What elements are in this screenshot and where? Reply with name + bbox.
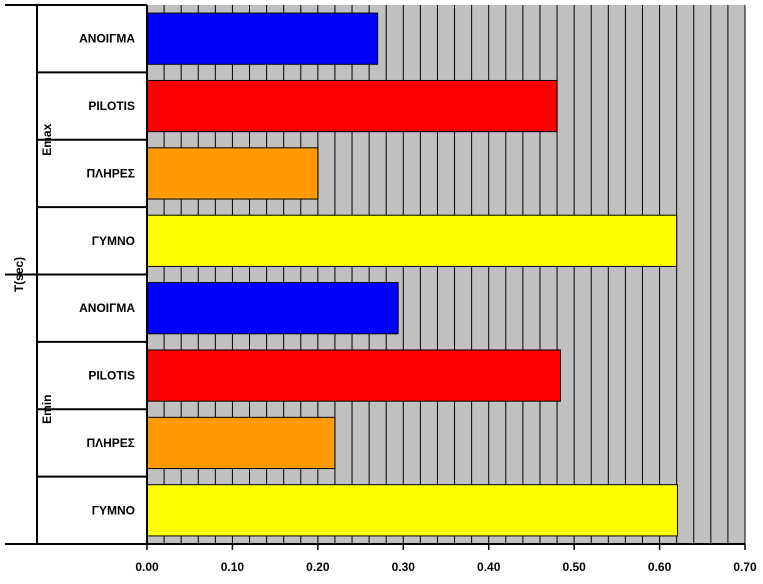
category-label: ΠΛΗΡΕΣ: [86, 436, 135, 450]
category-label: ΠΛΗΡΕΣ: [86, 166, 135, 180]
bar: [146, 147, 319, 200]
x-tick-label: 0.40: [477, 560, 501, 574]
x-tick-label: 0.60: [648, 560, 672, 574]
x-tick-label: 0.10: [221, 560, 245, 574]
axes: [5, 4, 745, 545]
category-labels: ΑΝΟΙΓΜΑ PILOTIS ΠΛΗΡΕΣ ΓΥΜΝΟ ΑΝΟΙΓΜΑ PILOTIS Π…: [79, 32, 135, 518]
bar: [146, 12, 379, 65]
x-tick-label: 0.70: [733, 560, 757, 574]
group-labels: Emax Emin: [40, 123, 54, 424]
bar: [146, 416, 336, 470]
category-label: PILOTIS: [88, 369, 135, 383]
category-label: ΑΝΟΙΓΜΑ: [79, 301, 135, 315]
group-label: Emin: [40, 395, 54, 424]
category-label: ΑΝΟΙΓΜΑ: [79, 32, 135, 46]
bar: [146, 214, 678, 267]
x-tick-label: 0.20: [306, 560, 330, 574]
bar: [146, 349, 561, 402]
group-label: Emax: [40, 123, 54, 155]
bar: [146, 79, 558, 133]
x-axis-ticks: 0.00 0.10 0.20 0.30 0.40 0.50 0.60 0.70: [135, 544, 757, 574]
x-tick-label: 0.50: [562, 560, 586, 574]
x-tick-label: 0.30: [392, 560, 416, 574]
bar: [146, 484, 679, 537]
category-label: ΓΥΜΝΟ: [92, 503, 135, 517]
bars: [146, 12, 679, 537]
category-label: ΓΥΜΝΟ: [92, 234, 135, 248]
y-axis-title: T(sec): [12, 257, 26, 292]
x-tick-label: 0.00: [135, 560, 159, 574]
bar: [146, 282, 399, 335]
category-label: PILOTIS: [88, 99, 135, 113]
